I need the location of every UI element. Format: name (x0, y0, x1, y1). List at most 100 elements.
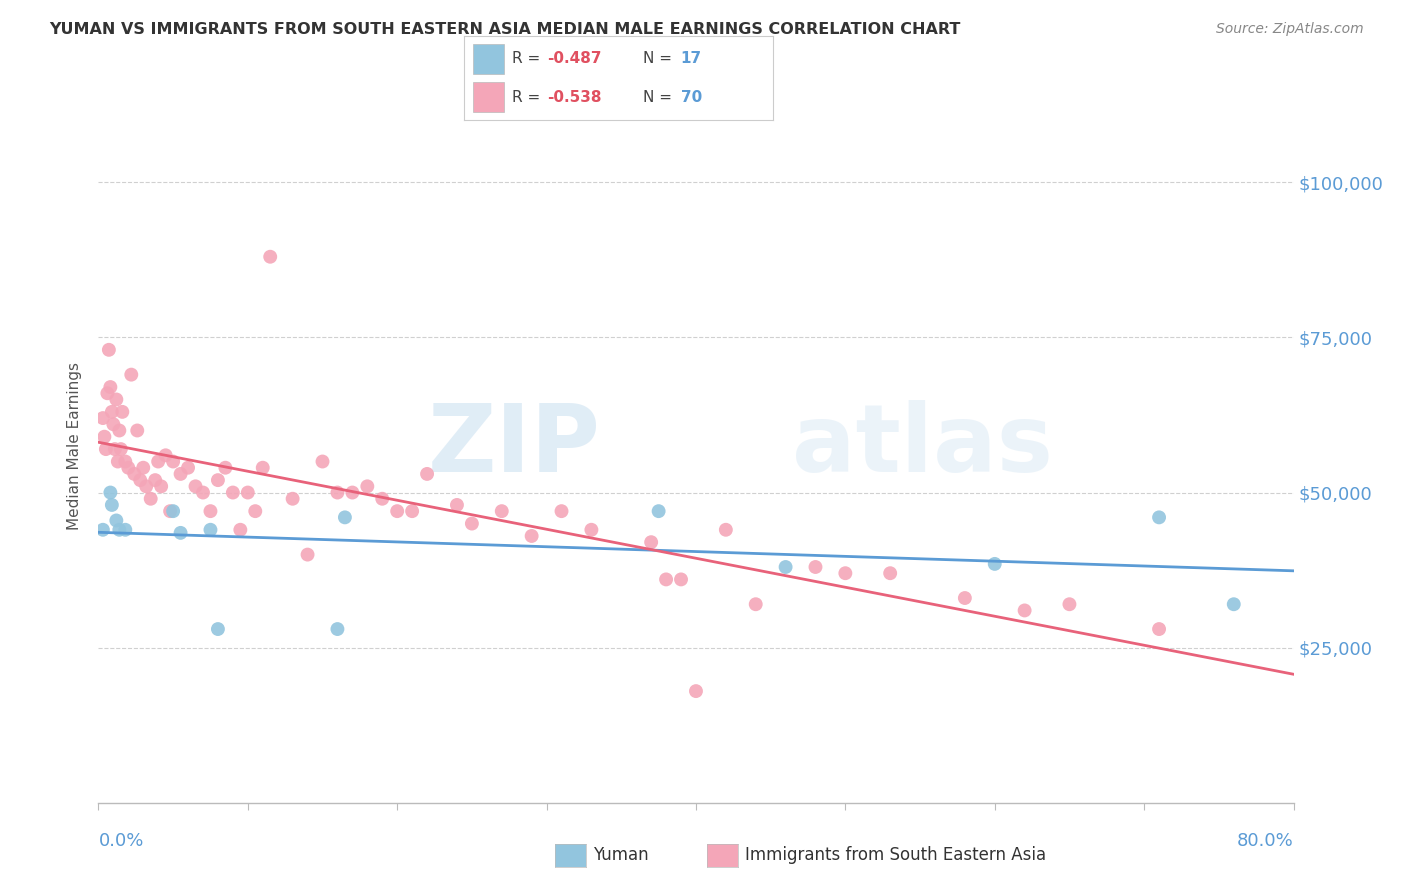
Point (446, 498, 468, 512)
Bar (474, 44, 505, 74)
Point (229, 523, 252, 537)
Point (207, 473, 229, 487)
Point (169, 467, 191, 481)
Text: ZIP: ZIP (427, 400, 600, 492)
Text: Immigrants from South Eastern Asia: Immigrants from South Eastern Asia (745, 847, 1046, 864)
Point (342, 485, 364, 500)
Point (91, 523, 114, 537)
Point (91, 411, 114, 425)
Point (333, 510, 356, 524)
Point (94, 442, 117, 456)
Point (155, 448, 177, 462)
Point (139, 491, 162, 506)
Point (93, 430, 115, 444)
Point (108, 523, 131, 537)
Point (311, 454, 333, 468)
Point (143, 473, 166, 487)
Text: 0.0%: 0.0% (98, 831, 143, 849)
Text: R =: R = (512, 52, 546, 67)
Text: atlas: atlas (792, 400, 1053, 492)
Point (97, 343, 120, 357)
Point (520, 529, 543, 543)
Text: 70: 70 (681, 89, 702, 104)
Text: Source: ZipAtlas.com: Source: ZipAtlas.com (1216, 22, 1364, 37)
Point (550, 504, 572, 518)
Point (117, 460, 139, 475)
Point (96, 386, 118, 401)
Point (129, 473, 152, 487)
Point (200, 523, 222, 537)
Point (114, 454, 136, 468)
Point (110, 442, 132, 456)
Point (245, 504, 267, 518)
Text: -0.538: -0.538 (547, 89, 602, 104)
Point (371, 491, 394, 506)
Point (804, 560, 827, 574)
Text: R =: R = (512, 89, 546, 104)
Point (356, 479, 378, 493)
Point (135, 479, 157, 493)
Point (114, 523, 136, 537)
Point (581, 523, 603, 537)
Text: N =: N = (644, 89, 678, 104)
Point (1147, 622, 1170, 636)
Point (1223, 597, 1246, 611)
Point (169, 525, 191, 540)
Point (191, 485, 214, 500)
Point (685, 684, 707, 698)
Point (1014, 603, 1036, 617)
Text: -0.487: -0.487 (547, 52, 602, 67)
Point (984, 557, 1007, 571)
Point (222, 485, 245, 500)
Point (108, 424, 131, 438)
Text: 80.0%: 80.0% (1237, 831, 1294, 849)
Point (401, 504, 423, 518)
Point (385, 504, 409, 518)
Point (953, 591, 976, 605)
Point (259, 250, 281, 264)
Point (775, 560, 797, 574)
Point (120, 368, 142, 382)
Point (416, 467, 439, 481)
Point (207, 622, 229, 636)
Point (834, 566, 856, 581)
Point (281, 491, 304, 506)
Point (101, 498, 124, 512)
Point (105, 513, 128, 527)
Text: N =: N = (644, 52, 678, 67)
Point (162, 504, 184, 518)
Point (297, 548, 319, 562)
Point (111, 405, 134, 419)
Y-axis label: Median Male Earnings: Median Male Earnings (67, 362, 83, 530)
Point (107, 454, 129, 468)
Point (669, 573, 692, 587)
Point (177, 460, 200, 475)
Point (1147, 510, 1170, 524)
Point (647, 504, 669, 518)
Point (200, 504, 222, 518)
Point (150, 479, 173, 493)
Point (745, 597, 768, 611)
Point (326, 485, 349, 500)
Point (640, 535, 662, 549)
Point (103, 417, 125, 432)
Point (101, 405, 124, 419)
Point (1059, 597, 1081, 611)
Point (326, 622, 349, 636)
Point (105, 392, 128, 407)
Point (252, 460, 274, 475)
Text: YUMAN VS IMMIGRANTS FROM SOUTH EASTERN ASIA MEDIAN MALE EARNINGS CORRELATION CHA: YUMAN VS IMMIGRANTS FROM SOUTH EASTERN A… (49, 22, 960, 37)
Point (98, 380, 122, 394)
Point (162, 454, 184, 468)
Point (159, 504, 181, 518)
Bar (474, 82, 505, 112)
Point (236, 485, 259, 500)
Text: 17: 17 (681, 52, 702, 67)
Point (124, 467, 146, 481)
Point (132, 460, 155, 475)
Point (184, 479, 207, 493)
Point (491, 504, 513, 518)
Point (148, 454, 170, 468)
Point (98, 485, 122, 500)
Text: Yuman: Yuman (593, 847, 650, 864)
